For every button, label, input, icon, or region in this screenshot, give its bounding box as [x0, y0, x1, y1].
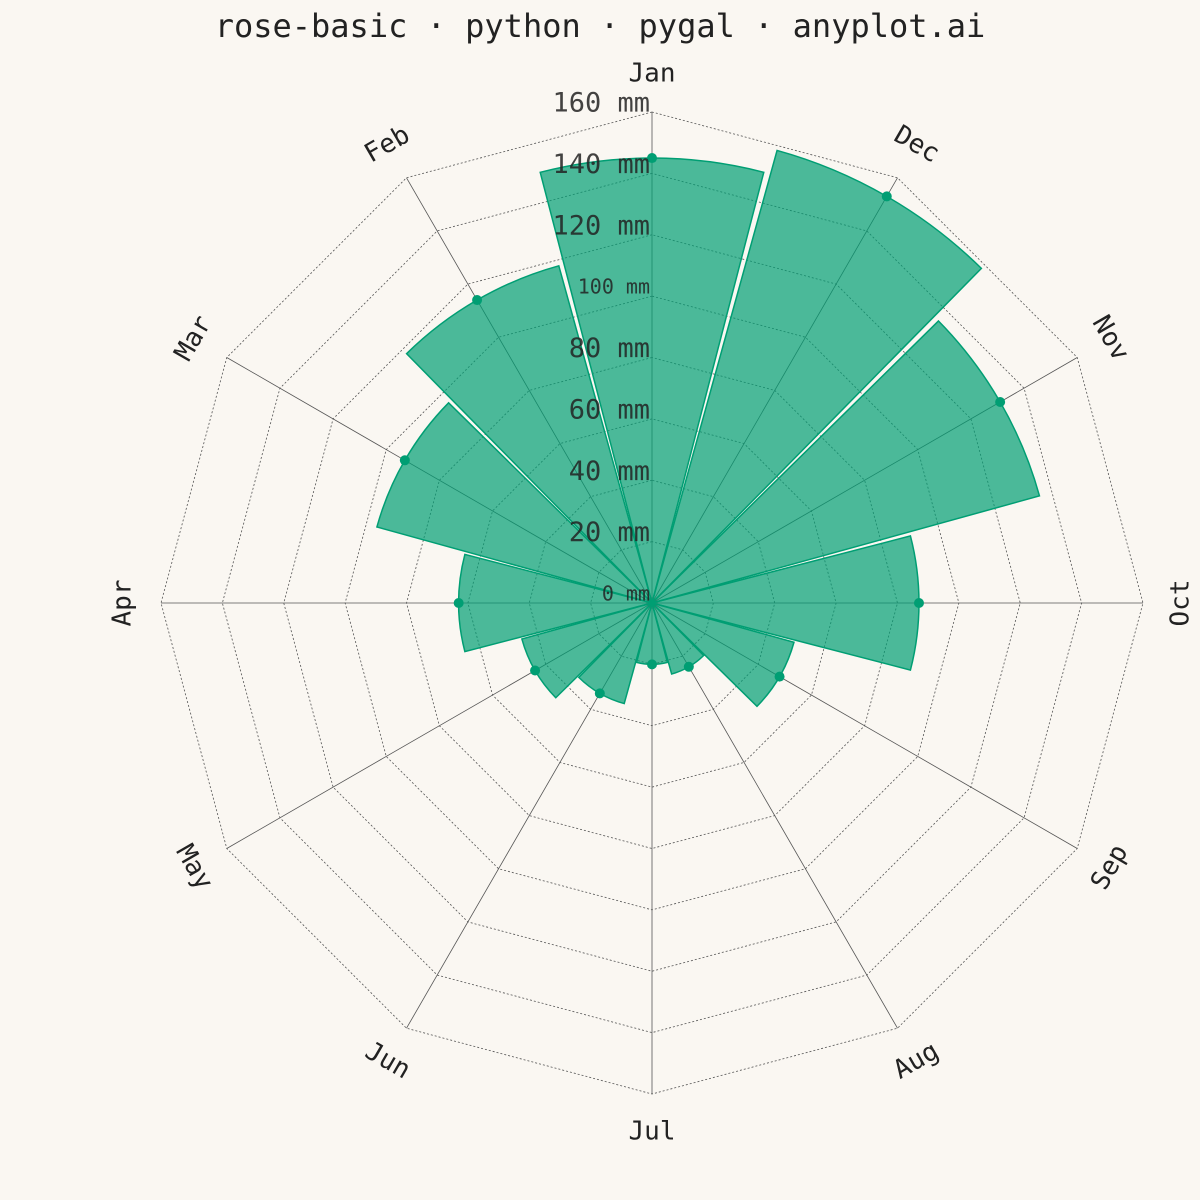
r-tick-label: 120 mm	[552, 210, 650, 241]
data-point	[683, 661, 694, 672]
category-label: Apr	[108, 580, 138, 627]
data-point	[881, 191, 892, 202]
category-label: Oct	[1166, 580, 1196, 627]
r-tick-label: 100 mm	[578, 275, 650, 299]
data-point	[453, 598, 464, 608]
category-label: Jan	[629, 59, 676, 89]
r-tick-label: 40 mm	[569, 456, 650, 487]
data-point	[594, 688, 605, 699]
data-point	[647, 153, 657, 164]
chart-title: rose-basic · python · pygal · anyplot.ai	[215, 7, 986, 45]
r-tick-label: 20 mm	[569, 517, 650, 548]
r-tick-label: 60 mm	[569, 394, 650, 425]
r-tick-label: 0 mm	[602, 582, 650, 606]
r-tick-label: 140 mm	[552, 149, 650, 180]
category-label: Jul	[629, 1117, 676, 1147]
data-point	[647, 659, 657, 670]
data-point	[472, 295, 483, 306]
data-point	[399, 455, 410, 466]
data-point	[530, 665, 541, 676]
r-tick-label: 80 mm	[569, 333, 650, 364]
r-tick-label: 160 mm	[552, 88, 650, 119]
data-point	[913, 598, 924, 608]
radial-axis	[651, 602, 898, 1029]
data-point	[995, 396, 1006, 407]
data-point	[774, 671, 785, 682]
